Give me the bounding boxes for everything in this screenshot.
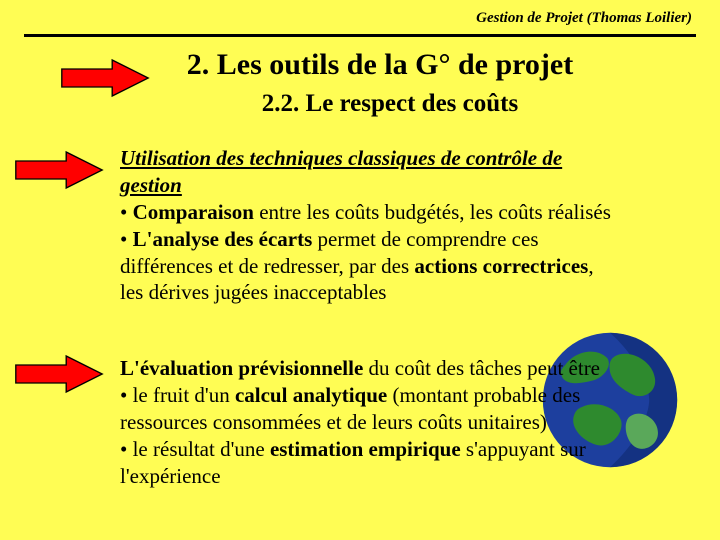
arrow-icon (60, 58, 150, 98)
bullet-key: L'analyse des écarts (133, 227, 313, 251)
header-text: Gestion de Projet (Thomas Loilier) (476, 10, 692, 27)
bullet-text: entre les coûts budgétés, les coûts réal… (254, 200, 611, 224)
bullet-text: • le fruit d'un (120, 383, 235, 407)
lead-text: du coût des tâches peut être (363, 356, 600, 380)
content-block-2: L'évaluation prévisionnelle du coût des … (120, 355, 640, 489)
arrow-icon (14, 354, 104, 394)
bullet-key: Comparaison (133, 200, 254, 224)
arrow-icon (14, 150, 104, 190)
bullet-key: actions correctrices (414, 254, 588, 278)
lead-key: L'évaluation prévisionnelle (120, 356, 363, 380)
bullet-text: • (120, 200, 133, 224)
lead-heading: Utilisation des techniques classiques de… (120, 146, 562, 197)
bullet-text: • (120, 227, 133, 251)
content-block-1: Utilisation des techniques classiques de… (120, 145, 612, 306)
divider (24, 34, 696, 37)
bullet-key: calcul analytique (235, 383, 387, 407)
bullet-key: estimation empirique (270, 437, 461, 461)
bullet-text: • le résultat d'une (120, 437, 270, 461)
